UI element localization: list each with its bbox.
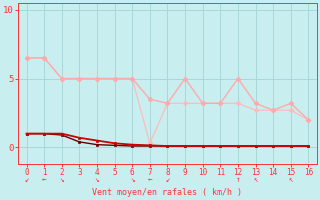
- Text: ↑: ↑: [236, 175, 240, 184]
- Text: ↘: ↘: [130, 175, 134, 184]
- Text: ↖: ↖: [253, 175, 258, 184]
- Text: ←: ←: [42, 175, 46, 184]
- Text: ↙: ↙: [24, 175, 29, 184]
- X-axis label: Vent moyen/en rafales ( km/h ): Vent moyen/en rafales ( km/h ): [92, 188, 243, 197]
- Text: ↖: ↖: [289, 175, 293, 184]
- Text: ↘: ↘: [95, 175, 99, 184]
- Text: ←: ←: [148, 175, 152, 184]
- Text: ↙: ↙: [165, 175, 170, 184]
- Text: ↘: ↘: [60, 175, 64, 184]
